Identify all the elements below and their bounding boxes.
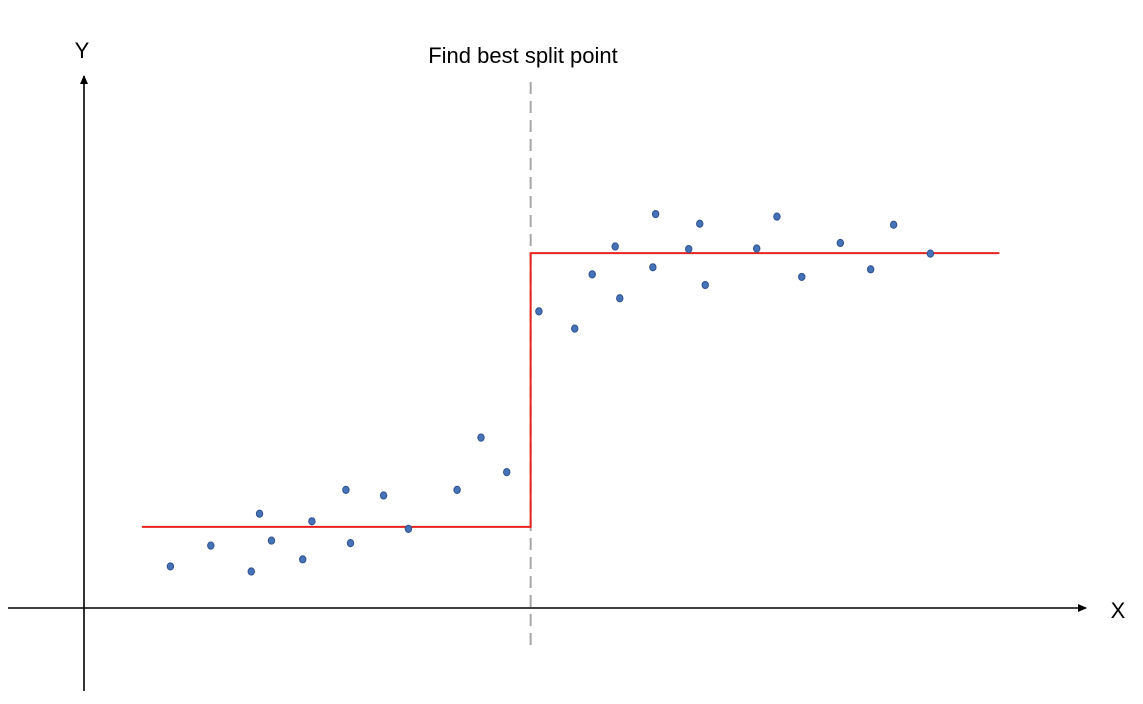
data-point [247,567,255,576]
data-point [308,517,316,526]
y-axis-label: Y [75,38,90,63]
data-point [889,220,898,229]
data-point [836,238,845,248]
data-point [866,265,875,274]
data-point [207,541,215,550]
data-point [798,272,806,282]
x-axis-label: X [1111,598,1126,623]
data-point [267,536,276,545]
data-point [753,244,761,253]
data-point [503,468,511,477]
data-point [696,219,704,228]
data-point [616,294,624,303]
data-point [379,491,388,500]
data-point [651,209,660,219]
data-point [685,244,693,254]
data-point [926,249,935,258]
data-point [342,485,350,494]
data-point [346,539,355,548]
data-point [166,562,175,571]
data-point [453,485,461,494]
data-point [649,263,657,272]
data-point [299,555,307,564]
data-point [404,524,413,534]
data-point [571,324,579,333]
data-point [477,433,485,442]
data-point [255,509,264,518]
data-point [611,242,619,251]
step-function-line [141,252,1000,528]
data-point [773,212,781,221]
diagram-title: Find best split point [428,43,618,68]
data-point [701,280,709,290]
data-point [588,270,596,279]
data-points [166,209,935,576]
data-point [535,307,543,316]
